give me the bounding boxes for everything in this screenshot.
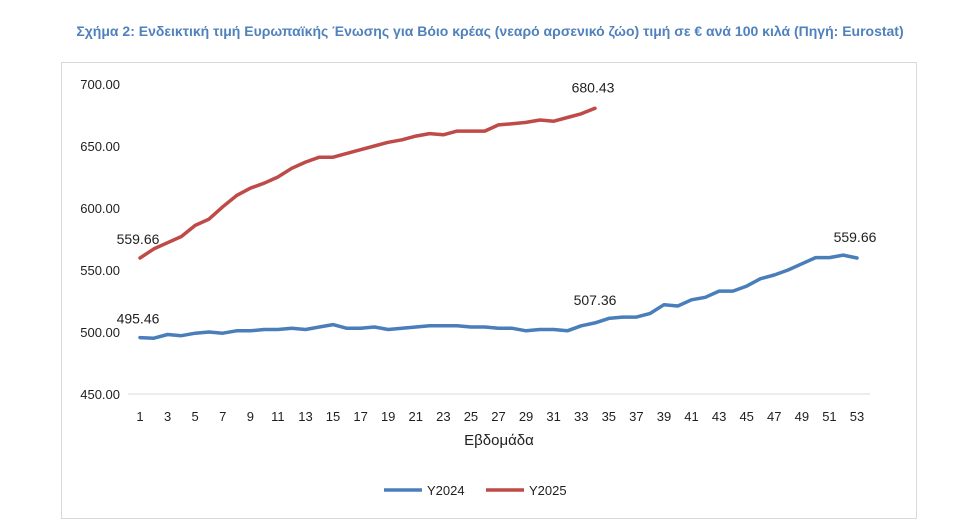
data-label: 680.43 — [572, 79, 615, 95]
x-tick-label: 29 — [519, 409, 533, 424]
x-tick-label: 1 — [136, 409, 143, 424]
x-tick-label: 25 — [464, 409, 478, 424]
x-tick-label: 41 — [684, 409, 698, 424]
data-label: 507.36 — [574, 292, 617, 308]
y-axis-ticks: 700.00 650.00 600.00 550.00 500.00 450.00 — [80, 77, 120, 402]
x-tick-label: 53 — [850, 409, 864, 424]
legend-label-y2025: Y2025 — [529, 483, 567, 498]
x-tick-label: 11 — [271, 409, 285, 424]
data-labels: 495.46 507.36 559.66 559.66 680.43 — [117, 79, 877, 326]
series-lines — [138, 106, 859, 340]
series-line-y2024 — [138, 253, 859, 340]
x-tick-label: 35 — [602, 409, 616, 424]
data-label: 559.66 — [834, 229, 877, 245]
x-tick-label: 7 — [219, 409, 226, 424]
x-tick-label: 17 — [353, 409, 367, 424]
x-tick-label: 15 — [326, 409, 340, 424]
x-tick-label: 49 — [795, 409, 809, 424]
x-tick-label: 37 — [629, 409, 643, 424]
x-tick-label: 31 — [546, 409, 560, 424]
x-tick-label: 13 — [298, 409, 312, 424]
x-tick-label: 47 — [767, 409, 781, 424]
y-tick-label: 500.00 — [80, 325, 120, 340]
x-tick-label: 27 — [491, 409, 505, 424]
legend: Y2024 Y2025 — [384, 483, 567, 498]
x-tick-label: 43 — [712, 409, 726, 424]
y-tick-label: 650.00 — [80, 139, 120, 154]
x-axis-ticks: 1 3 5 7 9 11 13 15 17 19 21 23 25 27 29 31 33 35 37 39 41 43 4… — [136, 409, 864, 424]
y-tick-label: 550.00 — [80, 263, 120, 278]
x-tick-label: 45 — [739, 409, 753, 424]
data-label: 559.66 — [117, 231, 160, 247]
x-axis-title: Εβδομάδα — [464, 432, 534, 449]
legend-label-y2024: Y2024 — [427, 483, 465, 498]
x-tick-label: 33 — [574, 409, 588, 424]
x-tick-label: 9 — [247, 409, 254, 424]
chart-frame — [61, 62, 917, 519]
data-label: 495.46 — [117, 311, 160, 327]
x-tick-label: 5 — [192, 409, 199, 424]
series-line-y2025 — [138, 106, 597, 260]
y-tick-label: 450.00 — [80, 387, 120, 402]
x-tick-label: 21 — [409, 409, 423, 424]
y-tick-label: 700.00 — [80, 77, 120, 92]
y-tick-label: 600.00 — [80, 201, 120, 216]
x-tick-label: 3 — [164, 409, 171, 424]
x-tick-label: 39 — [657, 409, 671, 424]
x-tick-label: 19 — [381, 409, 395, 424]
x-tick-label: 51 — [822, 409, 836, 424]
x-tick-label: 23 — [436, 409, 450, 424]
chart-title: Σχήμα 2: Ενδεικτική τιμή Ευρωπαϊκής Ένωσ… — [76, 23, 904, 39]
